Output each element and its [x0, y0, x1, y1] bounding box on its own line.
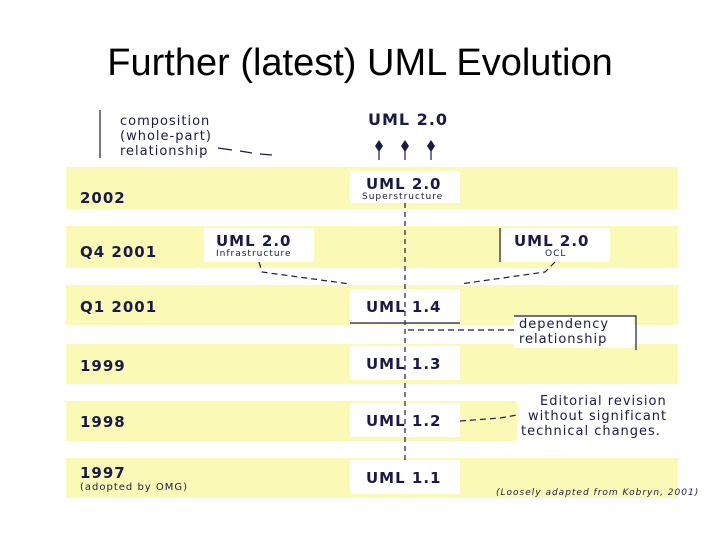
- composition-diamond-3: [427, 140, 435, 152]
- composition-leader: [217, 147, 273, 156]
- version-uml20-infrastructure: UML 2.0: [216, 232, 292, 250]
- version-uml20-ocl: UML 2.0: [514, 232, 590, 250]
- composition-diamond-2: [401, 140, 409, 152]
- editorial-line-3: technical changes.: [521, 424, 661, 439]
- version-uml11: UML 1.1: [366, 469, 442, 487]
- composition-line-1: composition: [120, 114, 211, 129]
- year-label-1999: 1999: [80, 357, 126, 375]
- year-label-1997: 1997: [80, 464, 126, 482]
- source-credit: (Loosely adapted from Kobryn, 2001): [496, 488, 700, 498]
- version-uml20-top: UML 2.0: [368, 110, 449, 129]
- version-uml12: UML 1.2: [366, 412, 442, 430]
- infrastructure-link: [258, 261, 351, 285]
- dependency-line-1: dependency: [519, 317, 610, 332]
- box-uml20-ocl: [502, 228, 610, 262]
- ocl-link: [459, 261, 556, 285]
- editorial-line-1: Editorial revision: [540, 394, 667, 409]
- editorial-line-2: without significant: [528, 409, 668, 424]
- dependency-bracket: [514, 315, 637, 350]
- version-sub-ocl: OCL: [545, 249, 567, 259]
- year-label-q4-2001: Q4 2001: [80, 243, 158, 261]
- version-uml13: UML 1.3: [366, 355, 442, 373]
- year-label-2002: 2002: [80, 189, 126, 207]
- dependency-note-box: [514, 316, 634, 348]
- editorial-note-box: [517, 392, 680, 442]
- year-label-q1-2001: Q1 2001: [80, 298, 158, 316]
- year-label-1998: 1998: [80, 413, 126, 431]
- version-uml20-superstructure: UML 2.0: [366, 175, 442, 193]
- version-sub-infrastructure: Infrastructure: [216, 249, 292, 259]
- composition-line-3: relationship: [120, 144, 209, 159]
- box-uml11: [350, 460, 460, 494]
- box-uml20-superstructure: [350, 171, 460, 203]
- editorial-leader: [459, 414, 518, 422]
- box-uml20-infrastructure: [204, 228, 314, 262]
- version-uml14: UML 1.4: [366, 298, 442, 316]
- composition-line-2: (whole-part): [120, 129, 212, 144]
- version-sub-superstructure: Superstructure: [362, 192, 444, 202]
- composition-diamond-1: [375, 140, 383, 152]
- slide-title: Further (latest) UML Evolution: [107, 42, 613, 84]
- dependency-line-2: relationship: [519, 332, 608, 347]
- year-note-1997: (adopted by OMG): [80, 482, 189, 493]
